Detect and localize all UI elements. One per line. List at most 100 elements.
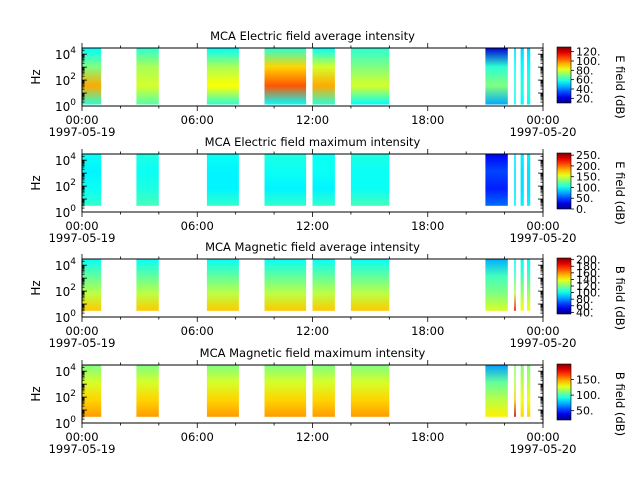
- spectrogram-segment: [514, 154, 516, 206]
- y-axis-label: Hz: [29, 69, 43, 84]
- spectrogram-segment: [264, 365, 307, 417]
- x-tick-label: 00:00: [526, 219, 559, 233]
- x-tick-date-label: 1997-05-20: [510, 125, 577, 139]
- colorbar-tick-label: 180.: [576, 260, 601, 273]
- spectrogram-segment: [350, 154, 390, 206]
- spectrogram-segment: [527, 154, 531, 206]
- colorbar-tick-label: 40.: [576, 83, 594, 96]
- colorbar-tick-label: 100.: [576, 389, 601, 402]
- x-tick-date-label: 1997-05-20: [510, 336, 577, 350]
- x-tick-date-label: 1997-05-20: [510, 442, 577, 456]
- y-tick-label: 104: [55, 363, 76, 379]
- spectrogram-segment: [312, 48, 335, 105]
- spectrogram-segment: [136, 365, 159, 417]
- colorbar-tick-label: 150.: [576, 374, 601, 387]
- x-tick-label: 06:00: [181, 324, 214, 338]
- x-tick-label: 18:00: [411, 430, 444, 444]
- spectrogram-segment: [485, 365, 508, 417]
- spectrogram-segment: [206, 365, 239, 417]
- y-tick-label: 102: [55, 178, 76, 194]
- chart-panel-4: MCA Magnetic field maximum intensity 100 1…: [29, 346, 627, 456]
- colorbar-tick-label: 80.: [576, 293, 594, 306]
- y-axis-label: Hz: [29, 386, 43, 401]
- colorbar: [556, 363, 572, 421]
- x-tick-label: 18:00: [411, 324, 444, 338]
- x-tick-label: 00:00: [526, 430, 559, 444]
- chart-title: MCA Electric field average intensity: [210, 29, 415, 43]
- colorbar-tick-label: 100.: [576, 287, 601, 300]
- colorbar-tick-label: 160.: [576, 267, 601, 280]
- spectrogram-segment: [82, 365, 102, 417]
- y-tick-label: 104: [55, 152, 76, 168]
- y-tick-label: 102: [55, 72, 76, 88]
- spectrogram-segment: [82, 154, 102, 206]
- colorbar-tick-label: 100.: [576, 55, 601, 68]
- spectrogram-segment: [136, 48, 159, 105]
- x-tick-date-label: 1997-05-20: [510, 231, 577, 245]
- spectrogram-segment: [264, 259, 307, 311]
- colorbar-tick-label: 80.: [576, 64, 594, 77]
- y-tick-label: 102: [55, 389, 76, 405]
- spectrogram-segment: [312, 154, 335, 206]
- spectrogram-segment: [206, 48, 239, 105]
- spectrogram-segment: [350, 365, 390, 417]
- y-tick-label: 100: [55, 98, 76, 114]
- colorbar-label: E field (dB): [613, 55, 627, 119]
- spectrogram-segment: [82, 48, 102, 105]
- x-tick-label: 06:00: [181, 113, 214, 127]
- x-tick-date-label: 1997-05-19: [49, 125, 116, 139]
- spectrogram-segment: [264, 48, 307, 105]
- colorbar: [556, 152, 572, 210]
- colorbar: [556, 46, 572, 104]
- spectrogram-segment: [514, 365, 516, 417]
- spectrogram-segment: [527, 259, 531, 311]
- spectrogram-segment: [527, 48, 531, 105]
- chart-title: MCA Magnetic field maximum intensity: [200, 346, 426, 360]
- chart-panel-2: MCA Electric field maximum intensity 100 1…: [29, 135, 627, 245]
- colorbar-tick-label: 0.: [576, 203, 587, 216]
- y-tick-label: 104: [55, 257, 76, 273]
- spectrogram-segment: [520, 48, 524, 105]
- spectrogram-segment: [485, 154, 508, 206]
- spectrogram-segment: [520, 365, 524, 417]
- spectrogram-segment: [206, 259, 239, 311]
- spectrogram-segment: [312, 259, 335, 311]
- x-tick-label: 18:00: [411, 219, 444, 233]
- x-tick-label: 00:00: [65, 113, 98, 127]
- y-tick-label: 102: [55, 283, 76, 299]
- colorbar-tick-label: 250.: [576, 149, 601, 162]
- x-tick-label: 12:00: [296, 324, 329, 338]
- chart-panel-3: MCA Magnetic field average intensity 100 1…: [29, 240, 627, 350]
- spectrogram-segment: [82, 259, 102, 311]
- colorbar-tick-label: 120.: [576, 46, 601, 59]
- x-tick-label: 00:00: [65, 430, 98, 444]
- y-tick-label: 100: [55, 309, 76, 325]
- colorbar-tick-label: 200.: [576, 254, 601, 267]
- x-tick-label: 00:00: [526, 324, 559, 338]
- spectrogram-segment: [136, 259, 159, 311]
- colorbar-tick-label: 200.: [576, 160, 601, 173]
- spectrogram-segment: [514, 48, 516, 105]
- x-tick-label: 00:00: [65, 219, 98, 233]
- y-tick-label: 100: [55, 204, 76, 220]
- y-axis-label: Hz: [29, 175, 43, 190]
- colorbar-tick-label: 60.: [576, 74, 594, 87]
- x-tick-date-label: 1997-05-19: [49, 336, 116, 350]
- x-tick-date-label: 1997-05-19: [49, 442, 116, 456]
- spectrogram-segment: [485, 48, 508, 105]
- colorbar-tick-label: 40.: [576, 306, 594, 319]
- spectrogram-segment: [350, 259, 390, 311]
- x-tick-label: 00:00: [65, 324, 98, 338]
- x-tick-label: 12:00: [296, 219, 329, 233]
- spectrogram-segment: [206, 154, 239, 206]
- x-tick-label: 12:00: [296, 113, 329, 127]
- colorbar-label: E field (dB): [613, 161, 627, 225]
- x-tick-label: 06:00: [181, 219, 214, 233]
- colorbar-tick-label: 100.: [576, 181, 601, 194]
- colorbar-tick-label: 50.: [576, 192, 594, 205]
- spectrogram-segment: [136, 154, 159, 206]
- chart-title: MCA Magnetic field average intensity: [205, 240, 420, 254]
- y-tick-label: 100: [55, 415, 76, 431]
- spectrogram-segment: [312, 365, 335, 417]
